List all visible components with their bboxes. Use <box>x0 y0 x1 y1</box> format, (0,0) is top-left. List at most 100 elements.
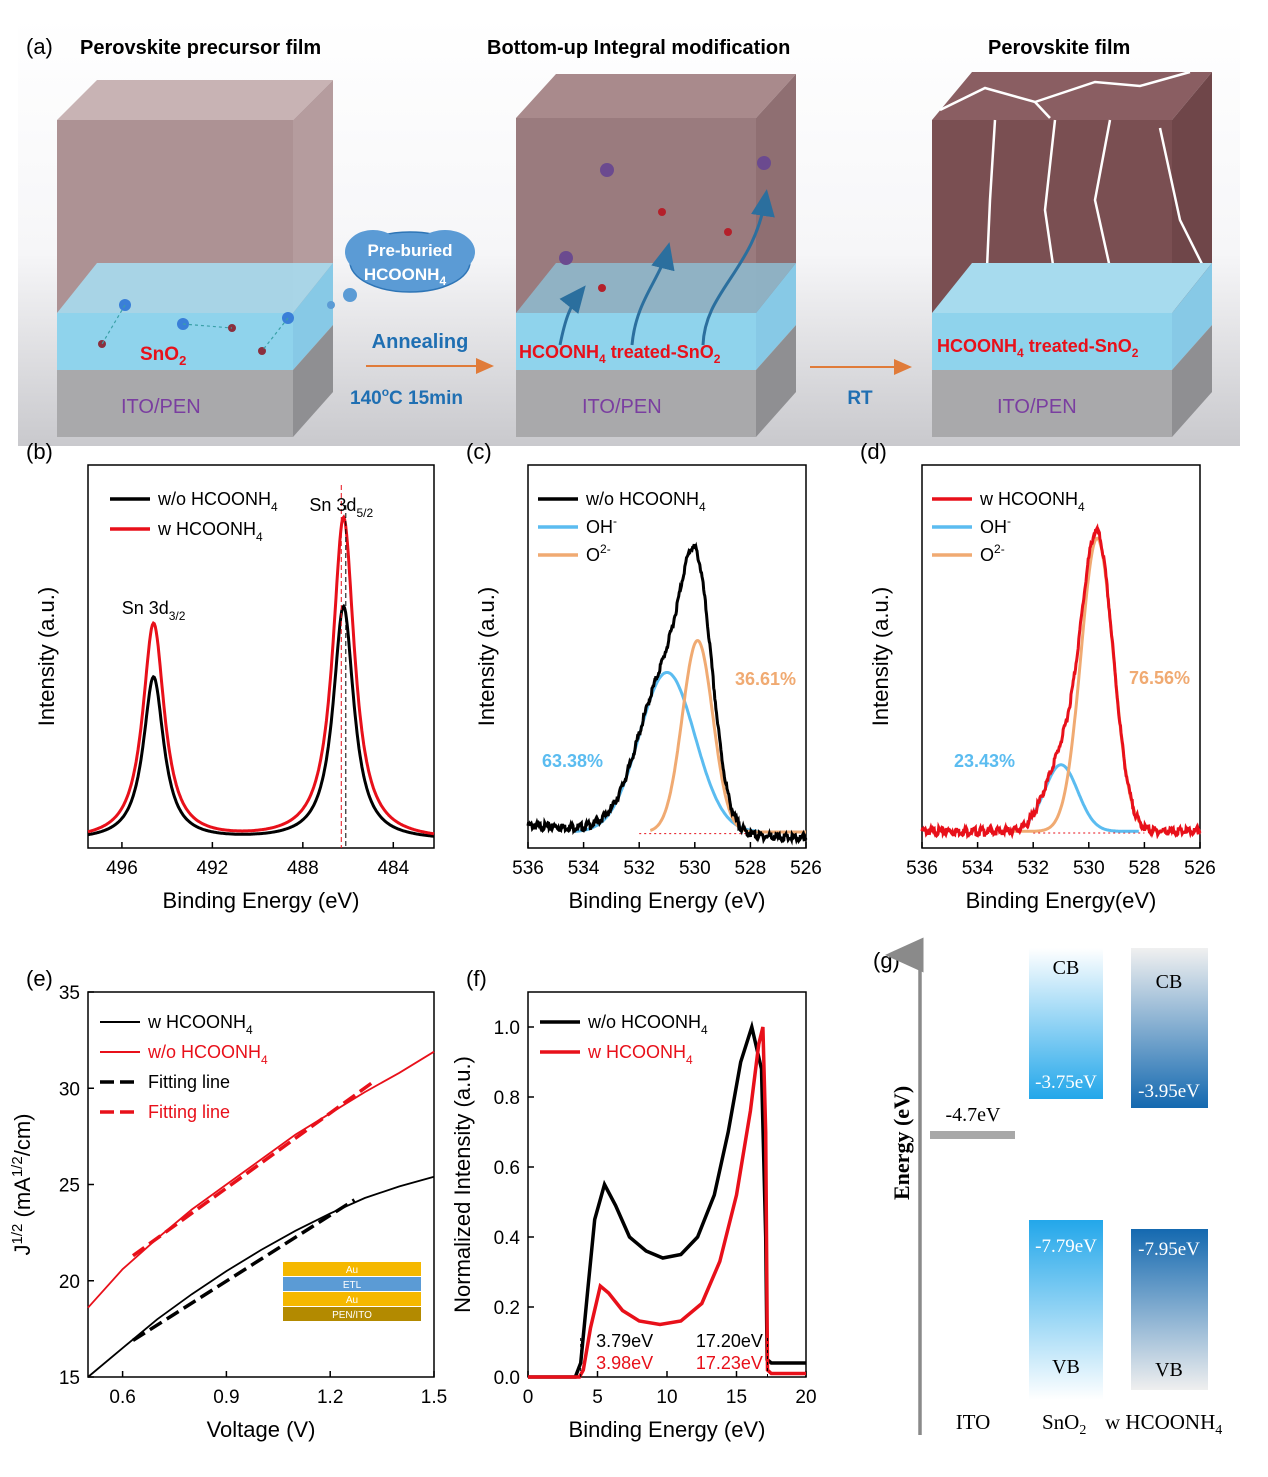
sno2-front-3 <box>932 313 1172 370</box>
molecule <box>598 284 606 292</box>
diffusion-arrow <box>701 189 775 346</box>
ito-side-3 <box>1172 325 1212 437</box>
percentage-o2: 76.56% <box>1129 668 1190 688</box>
onset-label: 17.23eV <box>696 1353 763 1373</box>
legend-label: w/o HCOONH4 <box>587 1012 708 1037</box>
ito-front-3 <box>932 370 1172 437</box>
ito-front-2 <box>516 370 756 437</box>
molecule <box>600 163 614 177</box>
w-cb-label: CB <box>1156 971 1183 993</box>
molecule <box>658 208 666 216</box>
ito-level-bar <box>930 1131 1015 1139</box>
sno2-vb-label: VB <box>1052 1356 1080 1378</box>
panel-a-title-right: Perovskite film <box>988 37 1130 59</box>
panel-a-letter: (a) <box>26 34 53 59</box>
y-axis-label: Normalized Intensity (a.u.) <box>450 1056 475 1313</box>
panel-e: (e) 0.6 0.9 1.2 1.5 15 20 25 30 35 Voltage (V) J1/2… <box>9 966 447 1442</box>
x-tick-label: 0.9 <box>213 1387 239 1408</box>
grain-boundaries <box>939 70 1207 314</box>
panel-c: (c) 536 534 532 530 528 526 Binding Energy (eV)… <box>466 439 822 913</box>
legend-label: O2- <box>586 542 611 565</box>
x-tick-label: 532 <box>623 858 655 879</box>
legend-label: w HCOONH4 <box>587 1042 693 1067</box>
panel-letter: (b) <box>26 439 53 464</box>
panel-a-title-mid: Bottom-up Integral modification <box>487 37 790 59</box>
ito-side-2 <box>756 325 796 437</box>
pvk-side-3 <box>1172 72 1212 313</box>
panel-f: (f) 0 5 10 15 20 0.0 0.2 0.4 0.6 0.8 1.0 Binding Ene… <box>450 966 817 1442</box>
x-tick-label: 0 <box>523 1387 534 1408</box>
x-tick-label: 532 <box>1017 858 1049 879</box>
y-tick-label: 0.0 <box>494 1368 520 1389</box>
inset-layer <box>283 1307 421 1321</box>
panel-g: (g) Energy (eV) -4.7eV CB -3.75eV -7.79e… <box>873 937 1222 1438</box>
sno2-top-1 <box>57 263 333 313</box>
y-tick-label: 20 <box>59 1272 80 1293</box>
sno2-front-1 <box>57 313 293 370</box>
x-axis-label: Binding Energy (eV) <box>163 888 360 913</box>
x-tick-label: 488 <box>287 858 319 879</box>
onset-label: 3.79eV <box>596 1331 653 1351</box>
legend-label: w HCOONH4 <box>979 489 1085 514</box>
x-label-w-hcoonh4: w HCOONH4 <box>1105 1410 1222 1438</box>
x-tick-label: 530 <box>1073 858 1105 879</box>
series-line-w <box>87 514 435 836</box>
plot-frame <box>921 464 1201 849</box>
panel-letter: (e) <box>26 966 53 991</box>
w-cb-band <box>1131 948 1208 1108</box>
ito-label-1: ITO/PEN <box>121 396 201 418</box>
diffusion-arrow <box>630 242 675 346</box>
stack-final: HCOONH4 treated-SnO2 ITO/PEN <box>932 70 1212 437</box>
panel-a-title-left: Perovskite precursor film <box>80 37 321 59</box>
plot-frame <box>87 464 435 849</box>
w-vb-label: VB <box>1155 1359 1183 1381</box>
sno2-top-3 <box>932 263 1212 313</box>
sno2-side-2 <box>756 263 796 370</box>
molecule <box>98 340 106 348</box>
component-oh <box>1026 763 1139 833</box>
stack-modification: HCOONH4 treated-SnO2 ITO/PEN <box>516 74 796 437</box>
y-axis-label: J1/2 (mA1/2/cm) <box>9 1114 35 1256</box>
w-vb-value: -7.95eV <box>1138 1239 1200 1260</box>
series-line-2 <box>132 1198 356 1342</box>
legend-label: w HCOONH4 <box>147 1012 253 1037</box>
ito-level-label: -4.7eV <box>946 1104 1002 1126</box>
cloud-bubble <box>343 288 357 302</box>
y-axis-label: Intensity (a.u.) <box>34 587 59 726</box>
stack-precursor: SnO2 ITO/PEN <box>57 80 333 437</box>
y-tick-label: 0.8 <box>494 1088 520 1109</box>
legend-label: O2- <box>980 542 1005 565</box>
x-tick-label: 496 <box>106 858 138 879</box>
y-tick-label: 35 <box>59 983 80 1004</box>
legend-label: Fitting line <box>148 1102 230 1122</box>
x-tick-label: 528 <box>735 858 767 879</box>
pvk-top-3 <box>932 72 1212 120</box>
chart-panels: (b) 496 492 488 484 Binding Energy (eV) Intens… <box>9 439 1216 1442</box>
treated-label-3: HCOONH4 treated-SnO2 <box>937 336 1139 360</box>
molecule <box>757 156 771 170</box>
molecule <box>559 251 573 265</box>
onset-label: 3.98eV <box>596 1353 653 1373</box>
x-tick-label: 1.5 <box>421 1387 447 1408</box>
inset-layer <box>283 1277 421 1291</box>
treated-label-2: HCOONH4 treated-SnO2 <box>519 342 721 366</box>
plot-frame <box>527 464 807 849</box>
x-axis-label: Binding Energy(eV) <box>966 888 1157 913</box>
x-tick-label: 530 <box>679 858 711 879</box>
x-tick-label: 534 <box>568 858 600 879</box>
sno2-side-1 <box>293 263 333 370</box>
series-line-0 <box>87 1175 435 1378</box>
onset-label: 17.20eV <box>696 1331 763 1351</box>
legend-label: w/o HCOONH4 <box>585 489 706 514</box>
percentage-oh: 23.43% <box>954 751 1015 771</box>
series-line-wo <box>87 603 435 838</box>
w-vb-band <box>1131 1229 1208 1390</box>
sno2-vb-band <box>1029 1220 1103 1400</box>
molecule <box>724 228 732 236</box>
sno2-side-3 <box>1172 263 1212 370</box>
cloud-body <box>415 230 475 274</box>
x-tick-label: 536 <box>512 858 544 879</box>
panel-letter: (d) <box>860 439 887 464</box>
x-label-sno2: SnO2 <box>1042 1410 1086 1438</box>
y-axis-label: Intensity (a.u.) <box>474 587 499 726</box>
